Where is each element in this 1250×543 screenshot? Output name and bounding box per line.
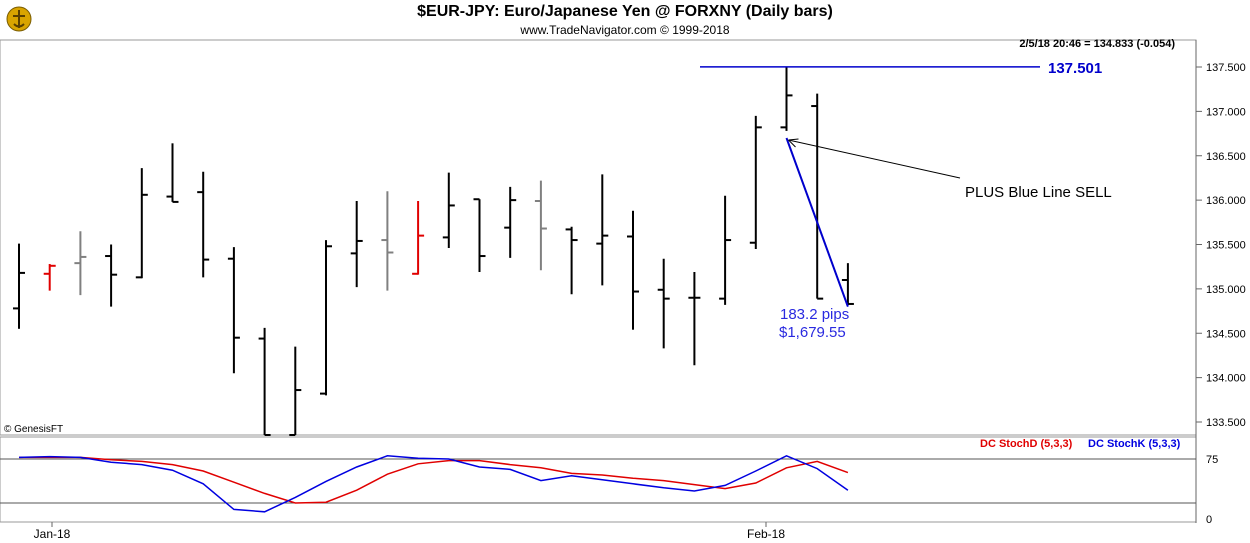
price-tick-label: 136.000 [1206, 195, 1246, 207]
ohlc-bar [135, 168, 148, 279]
trade-navigator-logo-icon [4, 4, 34, 34]
ohlc-bar [442, 172, 455, 249]
ohlc-bar [719, 195, 732, 305]
ohlc-bar [780, 67, 793, 131]
price-tick-label: 134.500 [1206, 328, 1246, 340]
ohlc-bar [227, 247, 240, 374]
ohlc-bar [688, 272, 701, 366]
price-panel-frame [0, 39, 1197, 436]
x-tick-label: Feb-18 [747, 527, 785, 541]
sell-trend-line [785, 137, 849, 307]
price-tick-label: 137.500 [1206, 62, 1246, 74]
price-tick-label: 136.500 [1206, 151, 1246, 163]
ohlc-bar [565, 226, 578, 295]
ohlc-bar [197, 171, 210, 278]
price-tick-label: 133.500 [1206, 417, 1246, 429]
ohlc-bar [74, 231, 87, 296]
ohlc-bar [166, 143, 179, 203]
stochk-legend-label: DC StochK (5,3,3) [1088, 438, 1181, 450]
ohlc-bar [473, 198, 486, 273]
ohlc-bar [105, 244, 118, 307]
ohlc-bar [289, 346, 302, 436]
annotation-arrow-line [788, 139, 961, 179]
chart-subtitle: www.TradeNavigator.com © 1999-2018 [520, 23, 730, 37]
ohlc-bar [13, 243, 25, 329]
ohlc-bars [13, 67, 854, 436]
price-tick-label: 135.000 [1206, 284, 1246, 296]
ohlc-bar [596, 174, 609, 286]
ohlc-bar [504, 186, 517, 258]
ohlc-bar [381, 191, 394, 291]
stoch-series-line [19, 456, 849, 504]
ohlc-bar [749, 115, 762, 249]
ohlc-bar [258, 327, 271, 436]
chart-title: $EUR-JPY: Euro/Japanese Yen @ FORXNY (Da… [417, 3, 833, 20]
ohlc-bar [627, 210, 639, 330]
price-tick-label: 134.000 [1206, 373, 1246, 385]
x-axis-ticks: Jan-18 Feb-18 [34, 522, 785, 541]
price-tick-label: 137.000 [1206, 106, 1246, 118]
pips-label: 183.2 pips [780, 306, 849, 323]
dollar-label: $1,679.55 [779, 324, 846, 341]
x-tick-label: Jan-18 [34, 527, 71, 541]
ohlc-bar [43, 264, 56, 291]
ohlc-bar [534, 180, 547, 271]
annotation-arrow-head-icon [788, 138, 799, 148]
stoch-series-line [18, 454, 849, 513]
stoch-tick-label: 75 [1206, 454, 1218, 466]
ohlc-bar [811, 93, 824, 300]
stochd-legend-label: DC StochD (5,3,3) [980, 438, 1073, 450]
chart-header: $EUR-JPY: Euro/Japanese Yen @ FORXNY (Da… [0, 0, 1250, 44]
annotations: 137.501 PLUS Blue Line SELL 183.2 pips$1,6… [700, 60, 1112, 341]
high-value-label: 137.501 [1048, 60, 1102, 77]
price-tick-label: 135.500 [1206, 240, 1246, 252]
copyright-label: © GenesisFT [4, 424, 63, 435]
annotation-sell-text: PLUS Blue Line SELL [965, 184, 1112, 201]
stoch-legend: DC StochD (5,3,3) DC StochK (5,3,3) [980, 438, 1181, 450]
ohlc-bar [320, 240, 332, 396]
ohlc-bar [841, 263, 854, 305]
stoch-reference-lines: 75 0 [0, 454, 1218, 526]
stoch-tick-label: 0 [1206, 514, 1212, 526]
price-axis-ticks: 137.500 137.000 136.500 136.000 135.500 135.0… [1196, 62, 1246, 429]
quote-readout: 2/5/18 20:46 = 134.833 (-0.054) [1019, 38, 1175, 50]
ohlc-bar [412, 201, 425, 275]
ohlc-bar [657, 258, 670, 349]
stoch-series-lines [18, 454, 849, 513]
ohlc-bar [350, 201, 363, 288]
